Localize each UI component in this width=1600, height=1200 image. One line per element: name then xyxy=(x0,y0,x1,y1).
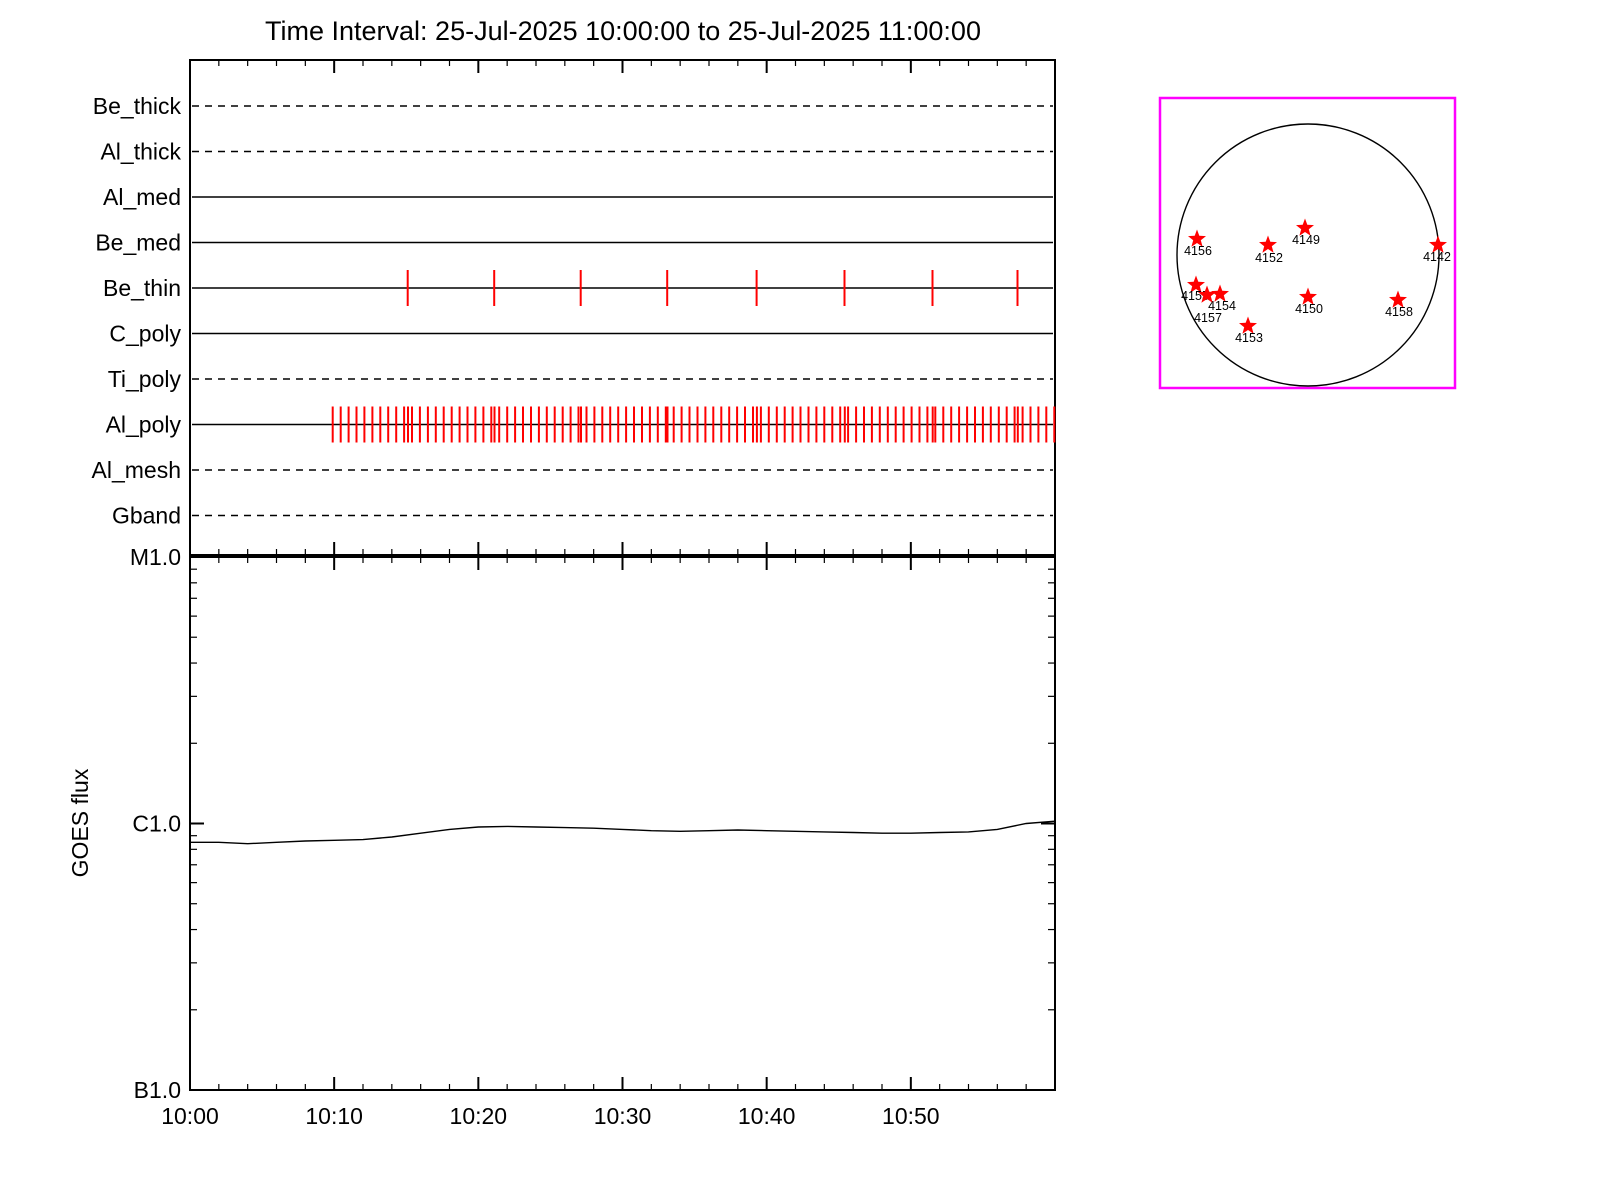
filter-row-label: Al_mesh xyxy=(92,457,181,483)
filter-row-label: Al_med xyxy=(103,184,181,210)
active-region-star xyxy=(1187,275,1205,293)
goes-ytick-label: M1.0 xyxy=(130,544,181,570)
goes-xtick-label: 10:10 xyxy=(305,1103,363,1129)
active-region-label: 4153 xyxy=(1235,331,1263,345)
active-region-star xyxy=(1296,218,1314,236)
filter-row-label: Ti_poly xyxy=(108,366,182,392)
goes-xtick-label: 10:40 xyxy=(738,1103,796,1129)
active-region-label: 4158 xyxy=(1385,305,1413,319)
active-region-label: 4150 xyxy=(1295,302,1323,316)
active-region-label: 4157 xyxy=(1194,311,1222,325)
solar-limb-circle xyxy=(1176,123,1440,387)
filter-row-label: Gband xyxy=(112,503,181,529)
active-region-star xyxy=(1211,284,1229,302)
filter-row-label: Be_thick xyxy=(93,93,182,119)
goes-xtick-label: 10:20 xyxy=(450,1103,508,1129)
filter-row-label: Be_thin xyxy=(103,275,181,301)
active-region-label: 4154 xyxy=(1208,299,1236,313)
active-region-star xyxy=(1198,285,1216,303)
active-region-star xyxy=(1239,316,1257,334)
goes-ytick-label: B1.0 xyxy=(134,1077,181,1103)
goes-flux-panel: M1.0 C1.0 B1.010:00 10:10 10:20 10:30 10:40 10:… xyxy=(67,544,1056,1129)
goes-ytick-label: C1.0 xyxy=(132,811,181,837)
filter-row-label: Al_thick xyxy=(100,139,181,165)
active-region-label: 4142 xyxy=(1423,250,1451,264)
goes-xtick-label: 10:00 xyxy=(161,1103,219,1129)
goes-flux-curve xyxy=(190,820,1056,845)
active-region-star xyxy=(1259,235,1277,253)
filter-timeline-panel: Be_thick Al_thick Al_med Be_med Be_thin C_pol… xyxy=(92,59,1056,556)
disk-frame xyxy=(1158,96,1457,390)
goes-ylabel: GOES flux xyxy=(67,768,93,877)
active-region-label: 4156 xyxy=(1184,244,1212,258)
plot-title: Time Interval: 25-Jul-2025 10:00:00 to 2… xyxy=(265,16,981,46)
filter-row-label: C_poly xyxy=(109,321,181,347)
goes-xtick-label: 10:30 xyxy=(594,1103,652,1129)
goes-frame xyxy=(189,556,1056,1091)
active-region-label: 4149 xyxy=(1292,233,1320,247)
filter-row-label: Al_poly xyxy=(106,412,182,438)
active-region-star xyxy=(1299,287,1317,305)
active-region-star xyxy=(1429,235,1447,253)
active-region-label: 4152 xyxy=(1255,251,1283,265)
goes-xtick-label: 10:50 xyxy=(882,1103,940,1129)
timeline-frame xyxy=(189,59,1056,556)
filter-row-label: Be_med xyxy=(95,230,181,256)
active-region-star xyxy=(1389,290,1407,308)
active-region-star xyxy=(1188,229,1206,247)
